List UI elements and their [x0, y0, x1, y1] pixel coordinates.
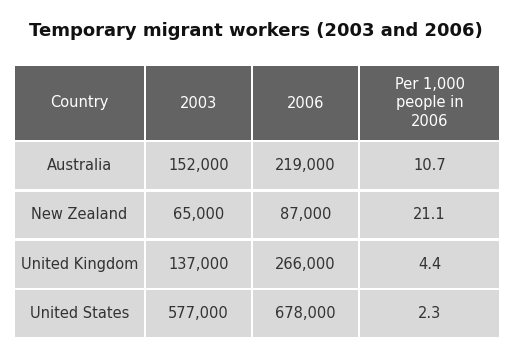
Text: Temporary migrant workers (2003 and 2006): Temporary migrant workers (2003 and 2006…	[29, 22, 483, 40]
Bar	[15, 191, 144, 238]
Text: Per 1,000
people in
2006: Per 1,000 people in 2006	[395, 77, 464, 129]
Text: 87,000: 87,000	[280, 207, 331, 222]
Bar	[360, 290, 499, 337]
Text: New Zealand: New Zealand	[31, 207, 127, 222]
Bar	[146, 290, 251, 337]
Text: 65,000: 65,000	[173, 207, 224, 222]
Bar	[146, 241, 251, 288]
Bar	[253, 191, 358, 238]
Text: 577,000: 577,000	[168, 306, 229, 321]
Bar	[146, 191, 251, 238]
Bar	[360, 66, 499, 140]
Bar	[15, 241, 144, 288]
Text: 152,000: 152,000	[168, 158, 229, 173]
Bar	[360, 241, 499, 288]
Text: Country: Country	[50, 95, 109, 110]
Text: 266,000: 266,000	[275, 257, 336, 272]
Bar	[146, 66, 251, 140]
Bar	[146, 142, 251, 189]
Text: 219,000: 219,000	[275, 158, 336, 173]
Text: 678,000: 678,000	[275, 306, 336, 321]
Bar	[360, 191, 499, 238]
Bar	[15, 142, 144, 189]
Text: 137,000: 137,000	[168, 257, 229, 272]
Bar	[15, 290, 144, 337]
Text: 2006: 2006	[287, 95, 324, 110]
Text: 4.4: 4.4	[418, 257, 441, 272]
Text: United States: United States	[30, 306, 130, 321]
Text: 2.3: 2.3	[418, 306, 441, 321]
Text: Australia: Australia	[47, 158, 112, 173]
Bar	[253, 241, 358, 288]
Text: 10.7: 10.7	[413, 158, 446, 173]
Text: United Kingdom: United Kingdom	[21, 257, 138, 272]
Text: 21.1: 21.1	[413, 207, 446, 222]
Bar	[253, 66, 358, 140]
Bar	[253, 290, 358, 337]
Bar	[15, 66, 144, 140]
Bar	[360, 142, 499, 189]
Text: 2003: 2003	[180, 95, 217, 110]
Bar	[253, 142, 358, 189]
